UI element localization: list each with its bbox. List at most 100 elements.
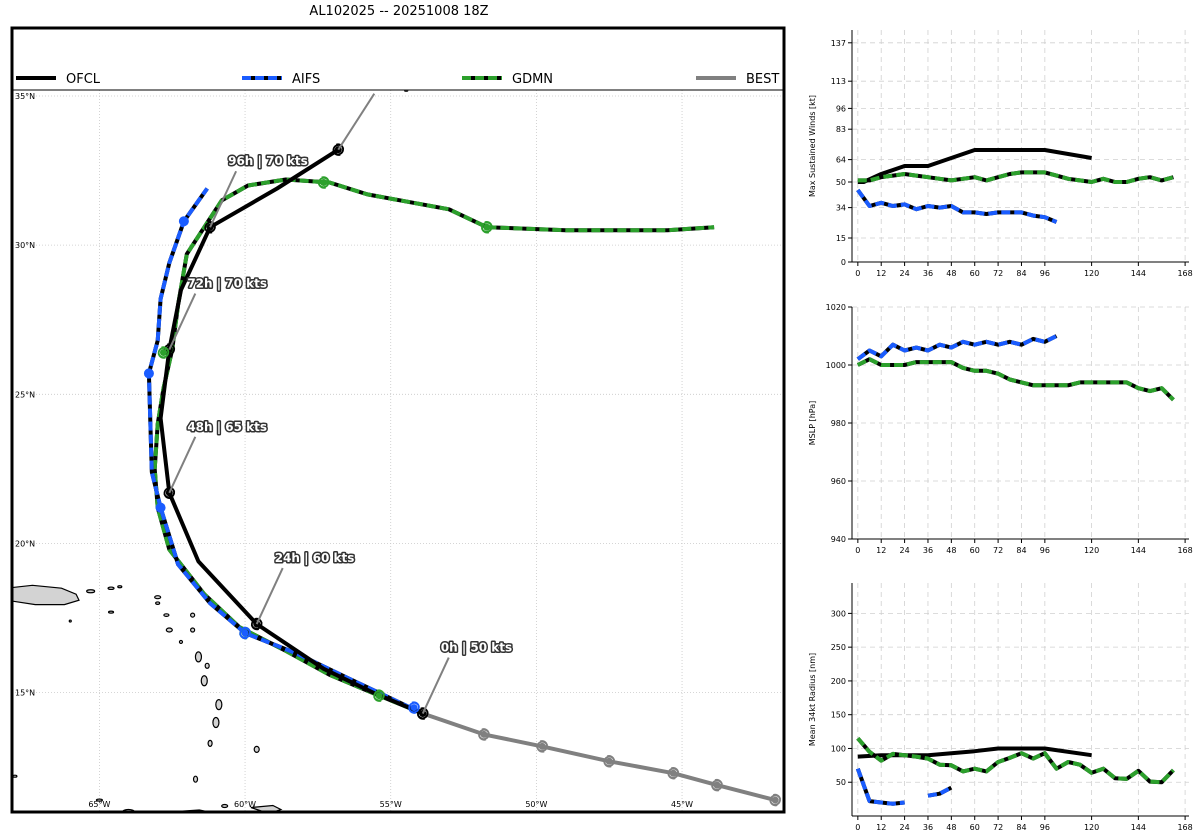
map-frame xyxy=(10,26,786,814)
panel-x-tick: 24 xyxy=(900,823,910,832)
storm-marker-arms xyxy=(163,486,176,499)
panel-y-tick: 940 xyxy=(831,535,846,544)
land-island xyxy=(215,698,223,711)
map-lon-tick: 50°W xyxy=(525,800,547,809)
series-best xyxy=(422,711,776,803)
panel-x-tick: 72 xyxy=(993,269,1003,278)
map-plot-area: 0h | 50 kts 24h | 60 kts 48h | 65 kts 72h |… xyxy=(12,90,784,816)
land-island xyxy=(39,813,49,816)
panel-x-tick: 0 xyxy=(855,823,860,832)
panel-x-tick: 24 xyxy=(900,269,910,278)
panel-y-tick: 980 xyxy=(831,419,846,428)
panel-y-tick: 300 xyxy=(831,609,846,618)
panel-x-tick: 72 xyxy=(993,823,1003,832)
panel-x-tick: 96 xyxy=(1040,823,1050,832)
callout-label: 96h | 70 kts xyxy=(228,154,308,168)
storm-marker-arms xyxy=(478,728,490,741)
panel-y-tick: 50 xyxy=(836,178,846,187)
storm-marker-arms xyxy=(480,221,493,234)
map-lat-tick: 25°N xyxy=(15,390,35,399)
storm-marker-core xyxy=(669,769,677,777)
storm-marker-arms xyxy=(250,617,263,631)
panel-y-tick: 100 xyxy=(831,744,846,753)
panel-radius: 0 12 24 36 48 60 72 84 96 120 144 168 50 100 150 200 250… xyxy=(808,583,1193,832)
panel-x-tick: 168 xyxy=(1177,823,1192,832)
panel-y-tick: 250 xyxy=(831,643,846,652)
panel-y-label: Mean 34kt Radius [nm] xyxy=(808,653,817,746)
storm-marker-core xyxy=(771,796,779,804)
series-line-aifs xyxy=(856,334,1058,361)
panel-y-tick: 64 xyxy=(836,156,846,165)
storm-marker-core xyxy=(241,629,249,637)
map-lat-tick: 35°N xyxy=(15,92,35,101)
storm-marker-arms xyxy=(667,766,680,780)
series-line-ofcl xyxy=(158,148,424,716)
storm-marker-core xyxy=(480,730,488,738)
panel-x-tick: 0 xyxy=(855,546,860,555)
panel-x-tick: 48 xyxy=(946,546,956,555)
storm-marker-core xyxy=(320,178,328,186)
panel-x-tick: 36 xyxy=(923,823,933,832)
panel-x-tick: 120 xyxy=(1084,269,1099,278)
panel-x-tick: 24 xyxy=(900,546,910,555)
map-lon-tick: 60°W xyxy=(234,800,256,809)
series-aifs xyxy=(146,187,424,716)
storm-marker-core xyxy=(605,757,613,765)
storm-marker-core xyxy=(159,349,167,357)
map-lon-tick: 45°W xyxy=(671,800,693,809)
panel-x-tick: 60 xyxy=(970,546,980,555)
land-island xyxy=(107,610,115,614)
storm-marker-core xyxy=(375,692,383,700)
land-island xyxy=(200,675,208,687)
legend-label: AIFS xyxy=(292,72,320,87)
panel-x-tick: 84 xyxy=(1016,546,1026,555)
storm-marker-gdmn xyxy=(480,221,493,234)
panel-x-tick: 0 xyxy=(855,269,860,278)
panel-y-tick: 1020 xyxy=(826,303,846,312)
callout-leader xyxy=(168,436,197,494)
series-line-gdmn xyxy=(856,736,1175,785)
land-island xyxy=(12,774,18,778)
series-aifs xyxy=(855,768,905,806)
panel-x-tick: 96 xyxy=(1040,546,1050,555)
panel-x-tick: 96 xyxy=(1040,269,1050,278)
series-ofcl xyxy=(158,148,424,716)
storm-marker-gdmn xyxy=(373,689,385,702)
panel-mslp: 0 12 24 36 48 60 72 84 96 120 144 168 940 960 980 1000 1… xyxy=(808,303,1193,555)
series-line-underlay xyxy=(856,736,1175,785)
series-gdmn xyxy=(856,736,1175,785)
panel-y-tick: 96 xyxy=(836,104,846,113)
legend-label: OFCL xyxy=(66,72,101,87)
storm-marker-arms xyxy=(373,689,385,702)
land-island xyxy=(192,775,199,783)
panel-x-tick: 60 xyxy=(970,269,980,278)
aifs-point xyxy=(178,216,189,227)
storm-marker-gdmn xyxy=(317,176,330,189)
callout-leader xyxy=(337,93,376,151)
panel-y-tick: 150 xyxy=(831,711,846,720)
panel-x-tick: 12 xyxy=(876,823,886,832)
panel-x-tick: 72 xyxy=(993,546,1003,555)
map-lat-tick: 30°N xyxy=(15,241,35,250)
series-line-best xyxy=(422,711,776,803)
panel-x-tick: 144 xyxy=(1131,269,1146,278)
panel-x-tick: 120 xyxy=(1084,823,1099,832)
land-island xyxy=(117,585,123,589)
land-island xyxy=(163,613,170,617)
panel-x-tick: 48 xyxy=(946,823,956,832)
map-lon-tick: 65°W xyxy=(88,800,110,809)
storm-marker-arms xyxy=(332,143,345,156)
panel-x-tick: 120 xyxy=(1084,546,1099,555)
land-island xyxy=(207,739,213,747)
storm-marker-arms xyxy=(157,346,170,359)
land-island xyxy=(165,627,173,633)
storm-marker-core xyxy=(483,223,491,231)
storm-marker-best xyxy=(769,793,782,807)
storm-marker-arms xyxy=(239,626,251,640)
panel-x-tick: 60 xyxy=(970,823,980,832)
storm-marker-gdmn xyxy=(157,346,170,359)
storm-marker-core xyxy=(410,704,418,712)
storm-marker-best xyxy=(478,728,490,741)
series-gdmn xyxy=(857,170,1174,184)
legend-box xyxy=(11,27,785,91)
